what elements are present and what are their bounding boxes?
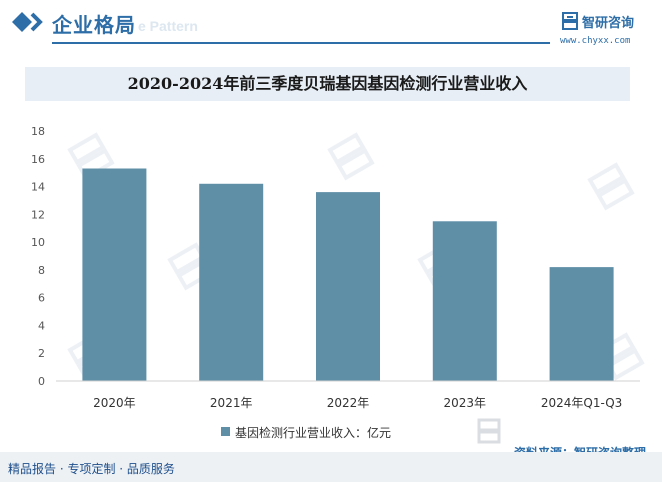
brand-url: www.chyxx.com — [560, 36, 631, 46]
watermark-mark — [336, 147, 375, 181]
y-tick-label: 0 — [38, 375, 45, 388]
watermark-mark — [167, 242, 206, 275]
x-tick-label: 2022年 — [327, 396, 370, 410]
footer-tagline: 精品报告 · 专项定制 · 品质服务 — [8, 462, 175, 476]
legend-swatch — [221, 427, 230, 436]
watermark-logo — [477, 418, 501, 444]
legend-label: 基因检测行业营业收入：亿元 — [235, 426, 392, 440]
chart-title: 2020-2024年前三季度贝瑞基因基因检测行业营业收入 — [127, 74, 528, 93]
brand-name: 智研咨询 — [582, 16, 635, 31]
header: 企业格局 e Pattern 智研咨询 www.chyxx.com — [0, 0, 662, 48]
diamond-chevron-icon — [12, 12, 43, 32]
x-tick-label: 2023年 — [444, 396, 487, 410]
bar — [549, 267, 614, 381]
y-tick-label: 18 — [31, 125, 45, 138]
y-axis: 0 2 4 6 8 10 12 14 16 18 — [31, 125, 45, 388]
footer-band — [0, 452, 662, 482]
y-tick-label: 2 — [38, 347, 45, 360]
bar-chart: 0 2 4 6 8 10 12 14 16 18 2020年 2021年 2022年 2023年 2024… — [31, 125, 645, 410]
bar — [199, 183, 264, 381]
y-tick-label: 16 — [31, 153, 45, 166]
x-axis: 2020年 2021年 2022年 2023年 2024年Q1-Q3 — [56, 380, 640, 410]
x-tick-label: 2024年Q1-Q3 — [541, 396, 622, 410]
watermark-mark — [606, 347, 645, 381]
y-tick-label: 8 — [38, 264, 45, 277]
y-tick-label: 6 — [38, 292, 45, 305]
bar — [432, 221, 497, 381]
watermark-mark — [596, 177, 635, 211]
y-tick-label: 14 — [31, 181, 45, 194]
y-tick-label: 4 — [38, 319, 45, 332]
watermark-mark — [587, 162, 626, 195]
chart-title-band: 2020-2024年前三季度贝瑞基因基因检测行业营业收入 — [25, 67, 630, 101]
bar — [316, 192, 380, 381]
watermark-mark — [67, 132, 106, 165]
y-tick-label: 12 — [31, 208, 45, 221]
section-title: 企业格局 — [52, 13, 136, 37]
x-tick-label: 2021年 — [210, 396, 253, 410]
section-subtitle-ghost: e Pattern — [138, 18, 198, 34]
header-divider — [52, 42, 550, 44]
x-tick-label: 2020年 — [93, 396, 136, 410]
y-tick-label: 10 — [31, 236, 45, 249]
brand-logo-icon — [562, 12, 578, 30]
bar — [82, 168, 147, 381]
watermark-mark — [327, 132, 366, 165]
bars-group — [82, 168, 614, 381]
